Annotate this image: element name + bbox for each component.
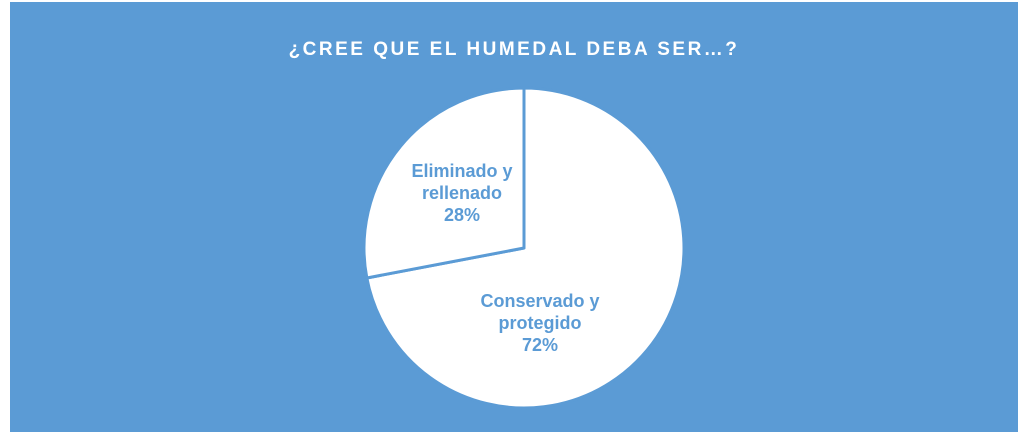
value-label: 28% [443, 205, 481, 225]
value-label: 72% [521, 335, 559, 355]
slice-label: Conservado y protegido 72% [465, 290, 615, 356]
category-label: Conservado y protegido [480, 291, 600, 333]
category-label: Eliminado y rellenado [411, 161, 513, 203]
chart-title: ¿CREE QUE EL HUMEDAL DEBA SER…? [289, 39, 740, 60]
pie-slice [362, 86, 526, 280]
chart-area: ¿CREE QUE EL HUMEDAL DEBA SER…? Conserva… [10, 2, 1018, 432]
chart: ¿CREE QUE EL HUMEDAL DEBA SER…? [289, 39, 740, 410]
slice-label: Eliminado y rellenado 28% [406, 160, 518, 226]
